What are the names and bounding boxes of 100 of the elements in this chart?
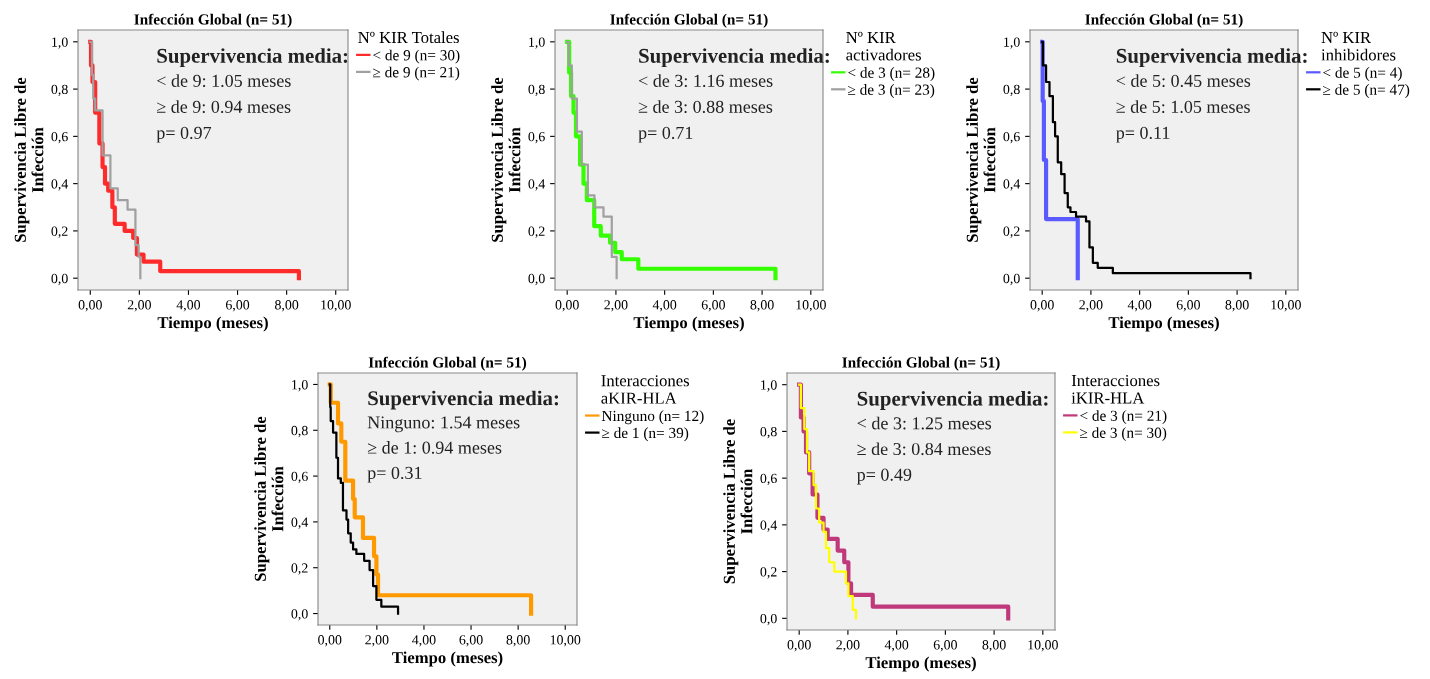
annotation: Supervivencia media:	[1116, 48, 1307, 68]
y-axis-title: Supervivencia Libre de Infección	[491, 77, 521, 242]
y-tick-label: 0,0	[528, 273, 545, 286]
y-tick-label: 0,0	[291, 609, 308, 621]
y-tick-label: 0,8	[291, 425, 308, 438]
annotation: Supervivencia media:	[857, 390, 1048, 410]
x-tick-label: 2,00	[604, 300, 628, 312]
x-tick-label: 0,00	[555, 300, 579, 312]
x-axis-title: Tiempo (meses)	[157, 316, 268, 332]
x-tick-label: 2,00	[1079, 300, 1103, 312]
x-tick-label: 10,00	[1271, 300, 1301, 312]
x-tick-label: 6,00	[1176, 300, 1200, 312]
chart-title: Infección Global (n= 51)	[368, 356, 527, 371]
y-tick-label: 0,6	[528, 131, 545, 144]
x-tick-label: 10,00	[321, 300, 351, 312]
x-tick-label: 8,00	[506, 635, 530, 647]
y-tick-label: 0,2	[51, 226, 68, 238]
annotation: ≥ de 3: 0.84 meses	[857, 442, 991, 456]
x-tick-label: 6,00	[459, 635, 483, 647]
chart-title: Infección Global (n= 51)	[610, 13, 768, 28]
annotation: < de 3: 1.25 meses	[857, 416, 992, 430]
x-tick-label: 8,00	[275, 300, 299, 312]
y-tick-label: 0,8	[760, 426, 777, 439]
annotation: ≥ de 5: 1.05 meses	[1116, 100, 1250, 113]
y-tick-label: 0,4	[528, 179, 546, 191]
x-tick-label: 4,00	[652, 300, 677, 312]
x-tick-label: 6,00	[225, 300, 250, 312]
y-axis-title: Supervivencia Libre de Infección	[966, 77, 996, 242]
x-tick-label: 6,00	[933, 640, 957, 652]
x-tick-label: 10,00	[550, 635, 581, 647]
x-axis-title: Tiempo (meses)	[865, 656, 976, 672]
annotation: < de 3: 1.16 meses	[638, 74, 773, 87]
x-axis-title: Tiempo (meses)	[633, 316, 744, 332]
y-tick-label: 1,0	[1004, 37, 1020, 49]
annotation: < de 5: 0.45 meses	[1116, 74, 1251, 87]
annotation: p= 0.11	[1116, 126, 1170, 143]
annotation: p= 0.49	[856, 468, 912, 485]
annotation: p= 0.71	[638, 126, 693, 143]
chart-title: Infección Global (n= 51)	[134, 13, 292, 28]
annotation: Supervivencia media:	[639, 48, 829, 68]
x-tick-label: 6,00	[701, 300, 725, 312]
annotation: Ninguno: 1.54 meses	[367, 416, 520, 433]
y-tick-label: 0,6	[51, 131, 68, 144]
y-tick-label: 0,4	[291, 517, 309, 529]
x-tick-label: 0,00	[787, 640, 811, 652]
annotation: ≥ de 1: 0.94 meses	[367, 441, 502, 454]
y-tick-label: 0,0	[1003, 273, 1020, 286]
chart-title: Infección Global (n= 51)	[1085, 13, 1243, 28]
x-axis-title: Tiempo (meses)	[1108, 316, 1219, 332]
y-tick-label: 0,2	[1003, 226, 1020, 238]
annotation: Supervivencia media:	[157, 48, 348, 68]
legend-label: < de 5 (n= 4)	[1323, 67, 1402, 81]
legend-label: ≥ de 9 (n= 21)	[373, 66, 460, 81]
x-tick-label: 8,00	[982, 640, 1006, 652]
x-tick-label: 10,00	[796, 300, 826, 312]
x-tick-label: 2,00	[836, 640, 860, 652]
y-tick-label: 0,6	[760, 473, 777, 486]
x-tick-label: 2,00	[365, 635, 389, 647]
x-tick-label: 4,00	[884, 640, 909, 652]
annotation: p= 0.31	[367, 466, 422, 483]
y-tick-label: 0,2	[760, 567, 777, 579]
x-tick-label: 4,00	[176, 300, 201, 312]
legend-label: < de 3 (n= 28)	[848, 67, 935, 81]
y-tick-label: 0,2	[291, 563, 308, 575]
legend-title: Interacciones iKIR-HLA	[1071, 374, 1160, 404]
legend-title: Nº KIR activadores	[846, 31, 921, 61]
annotation: ≥ de 3: 0.88 meses	[638, 100, 773, 113]
y-tick-label: 0,4	[760, 520, 778, 532]
y-tick-label: 0,8	[1003, 84, 1020, 97]
legend-title: Nº KIR Totales	[358, 31, 459, 44]
y-tick-label: 0,2	[528, 226, 545, 238]
y-axis-title: Supervivencia Libre de Infección	[254, 416, 284, 581]
x-tick-label: 0,00	[1030, 300, 1054, 312]
y-tick-label: 1,0	[529, 37, 545, 49]
legend-label: ≥ de 3 (n= 30)	[1080, 427, 1167, 442]
y-tick-label: 0,8	[51, 84, 68, 97]
chart-title: Infección Global (n= 51)	[842, 356, 1000, 371]
x-tick-label: 8,00	[750, 300, 774, 312]
x-tick-label: 0,00	[318, 635, 342, 647]
x-tick-label: 10,00	[1028, 640, 1058, 652]
legend-title: Interacciones aKIR-HLA	[601, 375, 690, 404]
y-tick-label: 0,0	[51, 273, 68, 286]
legend-label: Ninguno (n= 12)	[601, 410, 704, 425]
y-tick-label: 0,6	[1003, 131, 1020, 144]
x-tick-label: 4,00	[1127, 300, 1152, 312]
legend-label: ≥ de 3 (n= 23)	[848, 84, 935, 98]
legend-title: Nº KIR inhibidores	[1321, 31, 1396, 61]
x-tick-label: 8,00	[1225, 300, 1249, 312]
y-tick-label: 0,6	[291, 471, 308, 484]
y-axis-title: Supervivencia Libre de Infección	[723, 419, 753, 584]
annotation: Supervivencia media:	[368, 390, 559, 410]
annotation: p= 0.97	[156, 126, 212, 143]
y-axis-title: Supervivencia Libre de Infección	[14, 77, 44, 242]
legend-label: < de 3 (n= 21)	[1080, 410, 1167, 424]
y-tick-label: 0,8	[528, 84, 545, 97]
legend-label: ≥ de 1 (n= 39)	[602, 427, 689, 442]
legend-label: < de 9 (n= 30)	[373, 49, 460, 64]
y-tick-label: 1,0	[761, 380, 777, 392]
y-tick-label: 1,0	[52, 37, 68, 49]
x-tick-label: 2,00	[127, 300, 151, 312]
